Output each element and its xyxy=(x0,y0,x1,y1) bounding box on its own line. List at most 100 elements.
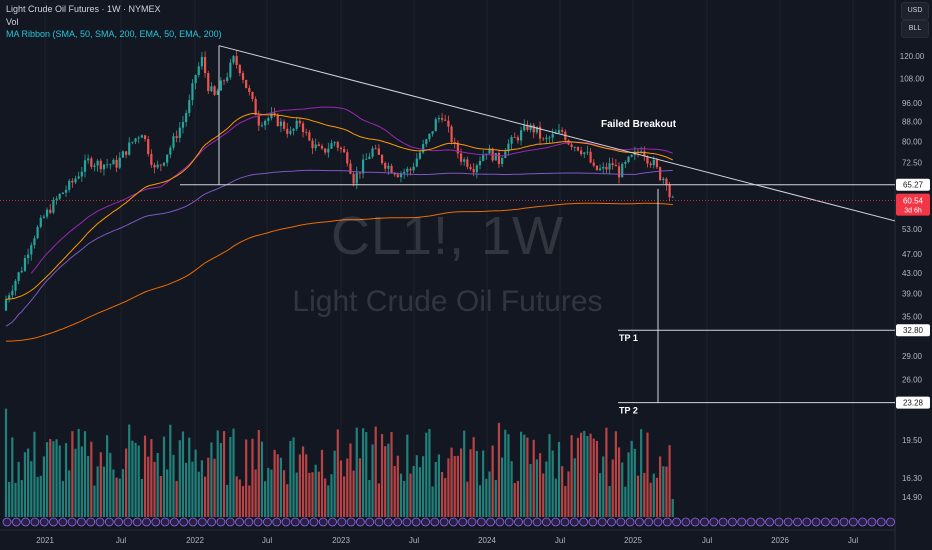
candle-body xyxy=(191,83,194,101)
volume-bar xyxy=(564,485,567,517)
volume-bar xyxy=(311,472,314,517)
volume-bar xyxy=(42,456,46,517)
candle xyxy=(314,138,317,152)
candle-body xyxy=(320,145,324,149)
candle xyxy=(273,107,276,118)
unit-button[interactable]: BLL xyxy=(901,20,929,38)
volume-bar xyxy=(232,428,235,517)
candle-body xyxy=(270,112,273,119)
candle-body xyxy=(662,178,665,181)
candle-body xyxy=(611,163,614,166)
volume-bar xyxy=(87,455,90,517)
event-icon xyxy=(58,517,68,527)
volume-bar xyxy=(317,471,320,517)
volume-bar xyxy=(437,454,441,517)
event-icon xyxy=(95,517,105,527)
candle-body xyxy=(390,165,393,173)
event-icon xyxy=(811,517,821,527)
event-icon xyxy=(142,517,151,527)
candle-body xyxy=(548,137,551,139)
candle-body xyxy=(124,151,128,155)
candle xyxy=(510,135,513,150)
volume-bar xyxy=(640,429,643,517)
candle xyxy=(614,158,617,167)
volume-bar xyxy=(409,473,412,517)
volume-legend[interactable]: Vol xyxy=(6,17,19,27)
candle-body xyxy=(251,92,254,99)
watermark-ticker: CL1!, 1W xyxy=(330,206,565,266)
candle-body xyxy=(229,62,232,78)
volume-bar xyxy=(273,449,276,517)
candle xyxy=(159,164,162,172)
event-icon xyxy=(123,517,133,527)
y-tick-label: 39.00 xyxy=(902,290,923,299)
currency-button[interactable]: USD xyxy=(901,2,929,20)
candle xyxy=(374,144,377,150)
candle-body xyxy=(532,124,535,133)
candle xyxy=(580,146,583,157)
volume-bar xyxy=(118,478,121,517)
volume-bar xyxy=(627,452,630,517)
candle xyxy=(229,58,232,80)
volume-bar xyxy=(406,434,409,517)
ma-ribbon-legend[interactable]: MA Ribbon (SMA, 50, SMA, 200, EMA, 50, E… xyxy=(6,29,222,39)
candle-body xyxy=(241,73,245,80)
candle xyxy=(93,163,96,172)
volume-bar xyxy=(630,440,633,517)
volume-bar xyxy=(422,456,425,517)
event-icon xyxy=(197,517,207,527)
volume-bar xyxy=(459,448,463,517)
volume-bar xyxy=(61,481,64,517)
volume-bar xyxy=(39,475,42,517)
candle xyxy=(61,192,64,195)
candle xyxy=(210,82,213,93)
candle xyxy=(418,149,422,161)
volume-bar xyxy=(219,442,222,517)
event-icon xyxy=(560,517,570,527)
event-icon xyxy=(290,517,300,527)
candle-body xyxy=(267,118,270,121)
event-icon xyxy=(476,517,486,527)
y-tick-label: 53.00 xyxy=(902,225,923,234)
volume-bar xyxy=(469,449,472,517)
candle-body xyxy=(352,173,355,184)
volume-bar xyxy=(137,445,140,517)
candle-body xyxy=(20,270,23,273)
candle-body xyxy=(573,146,576,148)
candle xyxy=(109,163,112,170)
candle-body xyxy=(494,152,497,161)
event-icon xyxy=(886,517,895,527)
candle xyxy=(298,117,301,127)
candle xyxy=(621,162,624,178)
candle xyxy=(482,149,485,162)
y-tick-label: 88.00 xyxy=(902,118,923,127)
event-icon xyxy=(783,517,793,527)
candle-body xyxy=(90,158,93,167)
candle xyxy=(58,193,61,201)
candle-body xyxy=(30,245,33,255)
event-icon xyxy=(616,517,626,527)
candle xyxy=(153,162,156,174)
candle-body xyxy=(301,123,305,133)
candle xyxy=(295,116,298,131)
level-price-tag xyxy=(896,178,930,191)
volume-bar xyxy=(343,476,346,517)
volume-bar xyxy=(554,478,557,517)
candle-body xyxy=(11,290,14,296)
candle xyxy=(425,138,428,148)
volume-bar xyxy=(605,427,608,517)
candle xyxy=(134,137,137,145)
candle xyxy=(523,119,526,132)
candle-body xyxy=(23,258,27,271)
event-icon xyxy=(262,517,272,527)
candle-body xyxy=(226,77,229,81)
symbol-title[interactable]: Light Crude Oil Futures · 1W · NYMEX xyxy=(6,4,161,14)
candle xyxy=(507,139,510,156)
candle xyxy=(497,149,501,168)
candle-body xyxy=(671,196,674,198)
candle-body xyxy=(188,100,191,114)
volume-bar xyxy=(611,459,614,517)
candle-body xyxy=(624,161,627,164)
candle-body xyxy=(497,152,501,164)
